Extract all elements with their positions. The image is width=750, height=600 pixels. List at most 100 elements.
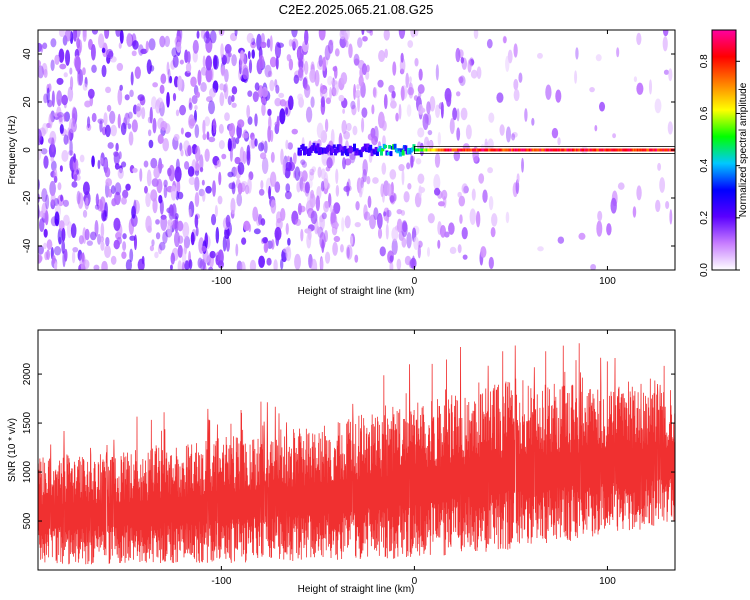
spectrogram-cell (322, 56, 326, 72)
spectrogram-cell (323, 172, 329, 189)
spectrogram-cell (137, 94, 145, 101)
spectrogram-cell (280, 258, 284, 270)
spectrogram-cell (43, 155, 49, 169)
spectrogram-cell (134, 66, 141, 79)
carrier-cell (378, 145, 382, 151)
spectrogram-cell (141, 106, 146, 120)
spectrogram-cell (170, 252, 176, 265)
spectrogram-cell (258, 255, 265, 268)
spectrogram-cell (113, 239, 120, 250)
spectrogram-cell (195, 226, 199, 237)
colorbar-label: Normalized spectral amplitude (738, 82, 749, 217)
spectrogram-cell (180, 149, 184, 157)
spectrogram-cell (596, 220, 603, 237)
spectrogram-cell (82, 259, 90, 270)
spectrogram-cell (383, 207, 390, 222)
spectrogram-cell (304, 181, 310, 194)
spectrogram-cell (383, 211, 387, 217)
spectrogram-cell (231, 136, 235, 143)
spectrogram-cell (208, 266, 214, 270)
carrier-cell (343, 145, 347, 154)
spectrogram-cell (145, 40, 149, 53)
spectrogram-cell (427, 129, 433, 136)
spectrogram-cell (439, 225, 446, 238)
carrier-cell (332, 144, 336, 149)
spectrogram-cell (227, 171, 234, 178)
spectrogram-cell (188, 259, 193, 270)
spectrogram-cell (606, 223, 612, 236)
spectrogram-cell (71, 106, 77, 122)
spectrogram-cell (179, 142, 183, 152)
spectrogram-cell (132, 167, 138, 173)
spectrogram-cell (350, 100, 356, 110)
spectrogram-cell (99, 157, 104, 165)
spectrogram-cell (295, 218, 302, 226)
spectrogram-cell (103, 159, 108, 168)
spectrogram-cell (370, 127, 376, 139)
spectrogram-cell (353, 53, 360, 66)
spectrogram-cell (56, 90, 63, 107)
spectrogram-cell (382, 135, 386, 147)
spectrogram-cell (181, 248, 187, 265)
spectrogram-cell (383, 93, 388, 110)
spectrogram-cell (389, 261, 394, 270)
spectrogram-cell (177, 220, 184, 232)
y-tick-label: 0 (22, 147, 33, 153)
spectrogram-cell (324, 251, 331, 264)
spectrogram-cell (410, 257, 417, 269)
spectrogram-cell (348, 43, 353, 59)
spectrogram-cell (321, 212, 327, 220)
spectrogram-cell (39, 218, 45, 232)
spectrogram-cell (389, 255, 394, 262)
spectrogram-cell (99, 196, 106, 214)
spectrogram-cell (170, 264, 173, 270)
spectrogram-cell (194, 214, 199, 228)
spectrogram-cell (111, 198, 117, 207)
spectrogram-cell (361, 107, 368, 118)
spectrogram-cell (163, 184, 168, 199)
spectrogram-cell (324, 200, 330, 209)
spectrogram-cell (252, 91, 259, 103)
spectrogram-cell (125, 112, 129, 120)
spectrogram-cell (156, 97, 164, 109)
spectrogram-cell (54, 211, 60, 227)
spectrogram-cell (377, 227, 383, 239)
spectrogram-cell (155, 219, 160, 225)
spectrogram-cell (407, 40, 414, 48)
carrier-cell (302, 147, 306, 156)
spectrogram-cell (476, 66, 482, 80)
spectrogram-cell (491, 213, 498, 227)
spectrogram-cell (113, 217, 121, 231)
spectrogram-cell (266, 38, 271, 49)
spectrogram-cell (221, 153, 227, 160)
spectrogram-cell (460, 56, 465, 64)
spectrogram-cell (209, 30, 217, 44)
spectrogram-cell (145, 215, 152, 233)
spectrogram-cell (143, 160, 149, 168)
spectrogram-cell (166, 61, 170, 76)
spectrogram-cell (340, 244, 344, 253)
spectrogram-cell (252, 206, 259, 222)
spectrogram-cell (403, 191, 410, 203)
spectrogram-cell (46, 87, 50, 104)
spectrogram-cell (196, 30, 200, 39)
spectrogram-cell (129, 89, 134, 98)
spectrogram-cell (300, 159, 306, 165)
spectrogram-cell (190, 76, 197, 88)
spectrogram-cell (251, 49, 255, 59)
spectrogram-cell (125, 259, 132, 270)
spectrogram-cell (50, 38, 57, 48)
spectrogram-cell (458, 195, 466, 207)
spectrogram-cell (442, 196, 447, 209)
spectrogram-cell (352, 125, 358, 136)
spectrogram-cell (77, 249, 83, 261)
spectrogram-cell (385, 223, 389, 240)
spectrogram-cell (93, 264, 100, 270)
spectrogram-cell (490, 226, 496, 238)
spectrogram-cell (346, 122, 352, 132)
spectrogram-cell (669, 209, 673, 225)
spectrogram-cell (435, 104, 441, 118)
spectrogram-cell (216, 159, 222, 168)
spectrogram-cell (285, 161, 292, 172)
spectrogram-cell (668, 68, 673, 82)
